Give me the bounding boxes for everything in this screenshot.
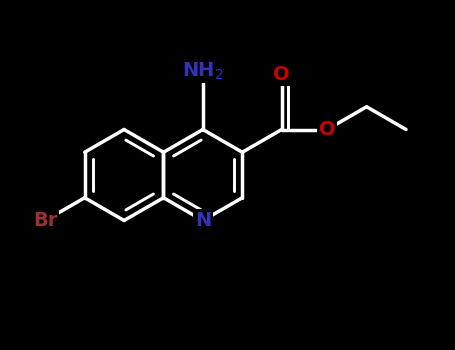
Text: NH$_2$: NH$_2$ [182,61,224,82]
Text: O: O [273,65,290,84]
Text: Br: Br [33,211,57,230]
Text: N: N [195,211,211,230]
Text: O: O [319,120,335,139]
